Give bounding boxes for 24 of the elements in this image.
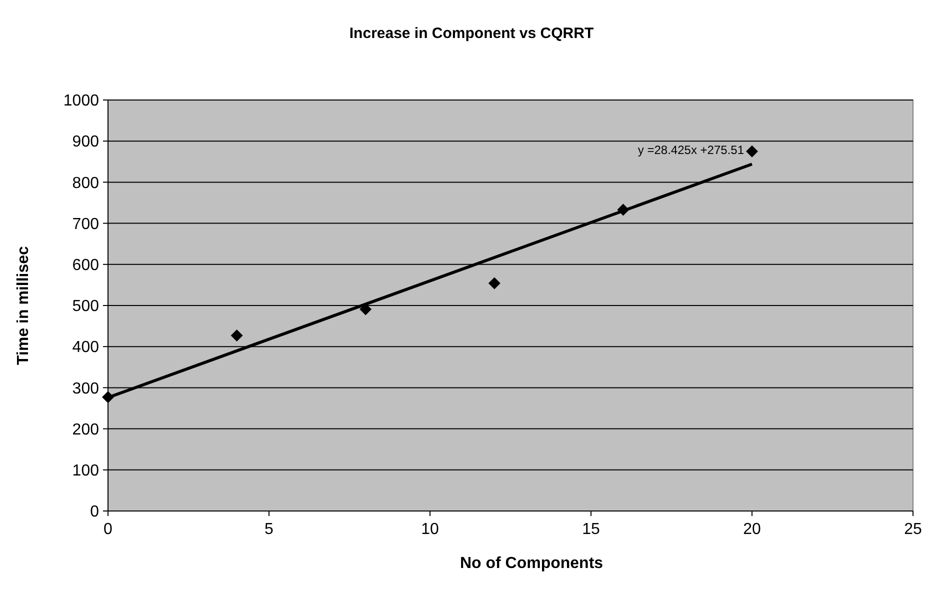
y-tick-label: 200 [72,421,100,438]
y-tick-label: 0 [90,504,100,521]
point [746,145,758,158]
y-tick-label: 900 [72,134,100,151]
y-tick-label: 500 [72,298,100,316]
x-tick-label: 15 [582,521,600,538]
x-tick-label: 20 [743,521,761,538]
y-tick-label: 300 [72,380,100,398]
point [230,330,243,342]
x-tick-label: 5 [264,521,274,538]
y-tick-label: 800 [72,174,100,192]
x-tick-label: 0 [104,521,113,538]
y-tick-label: 600 [72,257,100,274]
y-tick-label: 400 [72,339,100,356]
y-axis-title: Time in millisec [15,246,32,365]
chart-title: Increase in Component vs CQRRT [349,25,594,42]
y-tick-label: 700 [72,216,100,233]
x-axis-title: No of Components [460,555,604,572]
annotation: y =28.425x +275.51 [638,143,744,158]
y-tick-label: 100 [72,462,100,480]
point [488,277,500,290]
x-tick-label: 10 [421,521,439,538]
y-tick-label: 1000 [63,92,100,110]
x-tick-label: 25 [904,521,922,538]
